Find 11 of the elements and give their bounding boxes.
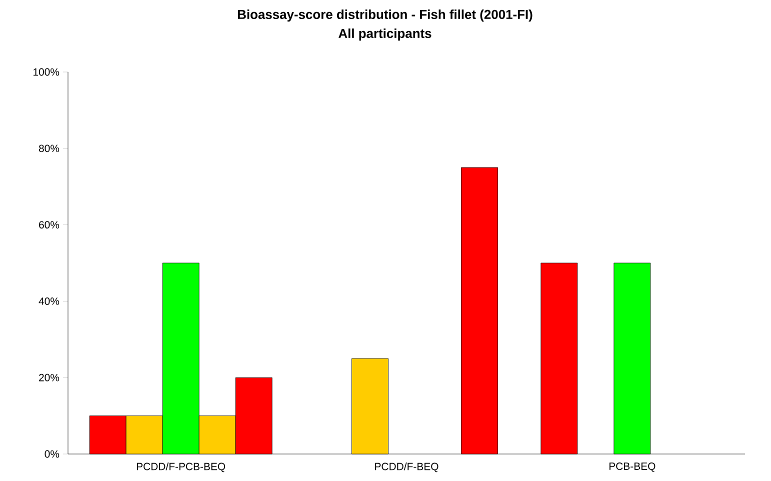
chart-title: Bioassay-score distribution - Fish fillet (2001-FI) (238, 10, 532, 22)
y-tick-label: 20% (39, 374, 60, 382)
y-tick-label: 40% (38, 298, 60, 305)
x-tick-label: PCB-BEQ (609, 462, 656, 472)
y-tick-label: 80% (38, 144, 60, 152)
y-tick-label: 0% (44, 450, 60, 458)
chart-subtitle: All participants (338, 28, 432, 41)
x-tick-label: PCDD/F-PCB-BEQ (136, 462, 226, 472)
y-tick-label: 100% (34, 68, 60, 76)
x-tick-label: PCDD/F-BEQ (375, 462, 438, 472)
y-tick-label: 60% (39, 221, 60, 229)
